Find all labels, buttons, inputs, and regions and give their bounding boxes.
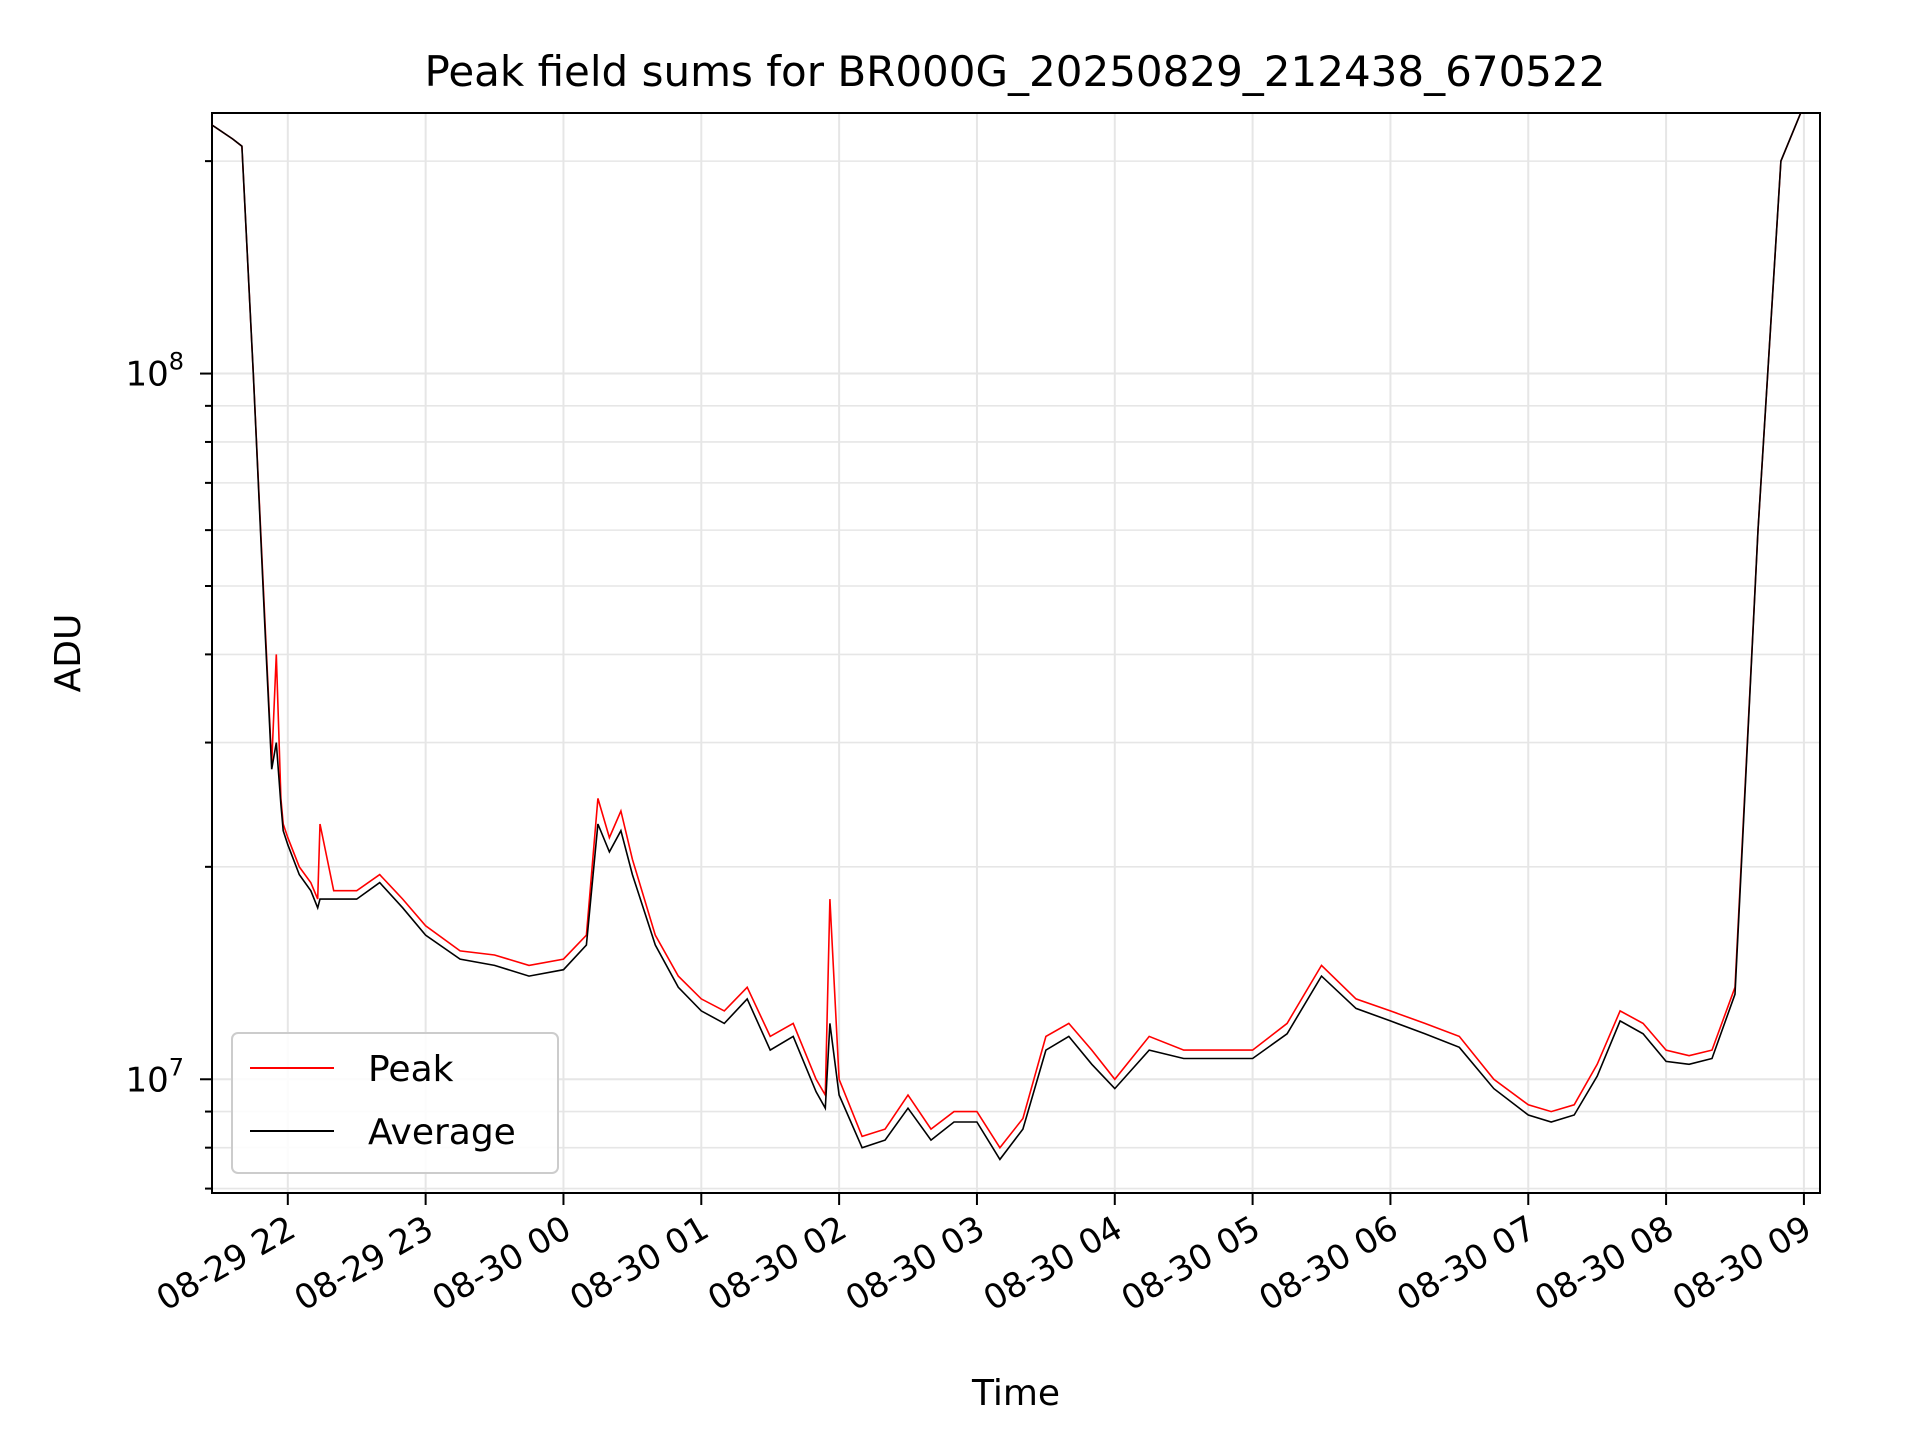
chart-title: Peak field sums for BR000G_20250829_2124…: [425, 47, 1606, 96]
x-axis-label: Time: [971, 1373, 1060, 1414]
grid: [212, 113, 1820, 1193]
y-axis-label: ADU: [48, 614, 89, 693]
x-tick-label: 08-30 01: [563, 1208, 715, 1319]
x-tick-label: 08-30 04: [977, 1208, 1129, 1319]
legend-label-peak: Peak: [368, 1049, 454, 1090]
y-tick-label: 108: [125, 348, 184, 395]
x-tick-label: 08-30 05: [1115, 1208, 1267, 1319]
x-tick-label: 08-30 06: [1253, 1208, 1405, 1319]
x-tick-label: 08-30 00: [426, 1208, 578, 1319]
legend-label-average: Average: [368, 1112, 516, 1153]
x-tick-label: 08-29 22: [150, 1208, 302, 1319]
y-tick-label: 107: [125, 1053, 184, 1100]
x-tick-label: 08-30 09: [1666, 1208, 1818, 1319]
series-line-average: [212, 113, 1802, 1161]
x-tick-label: 08-30 08: [1528, 1208, 1680, 1319]
series-line-peak: [212, 113, 1802, 1150]
x-tick-label: 08-29 23: [288, 1208, 440, 1319]
x-tick-label: 08-30 02: [701, 1208, 853, 1319]
x-tick-label: 08-30 03: [839, 1208, 991, 1319]
legend: Peak Average: [231, 1032, 559, 1174]
y-axis: 107 108: [125, 160, 212, 1190]
plot-area: [211, 112, 1821, 1194]
x-tick-label: 08-30 07: [1390, 1208, 1542, 1319]
